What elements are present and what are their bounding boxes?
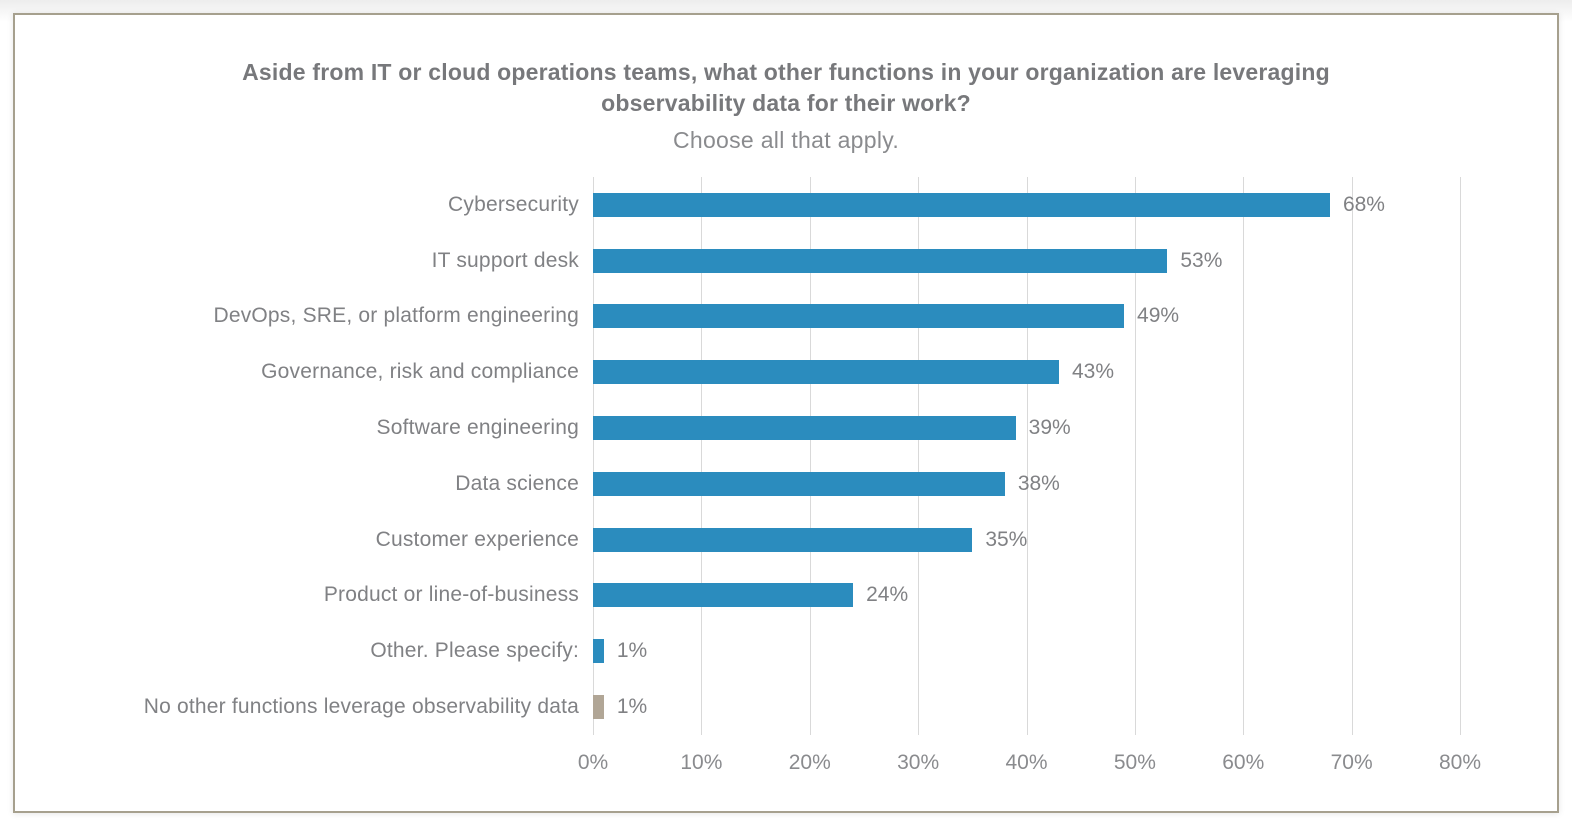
bar <box>593 304 1125 329</box>
value-label: 53% <box>1180 248 1223 272</box>
gridline <box>1026 177 1028 735</box>
x-tick-label: 60% <box>1222 751 1265 774</box>
category-label: IT support desk <box>431 248 579 272</box>
bar-row: Governance, risk and compliance 43% <box>261 344 1460 400</box>
bar-row: Data science 38% <box>455 456 1460 512</box>
x-tick-label: 80% <box>1438 751 1482 774</box>
bar-row: Cybersecurity 68% <box>448 177 1460 233</box>
x-tick-label: 0% <box>577 751 609 774</box>
value-label: 38% <box>1017 471 1060 495</box>
gridline <box>593 177 594 735</box>
value-label: 49% <box>1137 304 1180 328</box>
bar <box>593 360 1059 385</box>
value-label: 35% <box>985 527 1028 551</box>
bar <box>593 639 604 664</box>
x-tick-label: 30% <box>897 751 940 774</box>
x-tick-label: 70% <box>1330 751 1373 774</box>
bar-row: Software engineering 39% <box>377 400 1460 456</box>
gridline <box>1134 177 1136 735</box>
value-label: 68% <box>1342 192 1385 216</box>
x-tick-label: 40% <box>1005 751 1048 774</box>
category-label: Software engineering <box>376 416 579 440</box>
gridline <box>701 177 703 735</box>
bar-row: Other. Please specify: 1% <box>370 623 1460 679</box>
bar <box>593 192 1330 217</box>
x-tick-label: 20% <box>788 751 831 774</box>
gridline <box>1351 177 1353 735</box>
category-label: Customer experience <box>375 527 579 551</box>
bar-row: No other functions leverage observabilit… <box>144 679 1460 735</box>
bar <box>593 583 854 608</box>
plot-area: Cybersecurity 68% IT support desk 53% DevOps… <box>144 177 1461 735</box>
bar-row: Product or line-of-business 24% <box>324 568 1460 624</box>
bar-row: Customer experience 35% <box>376 512 1460 568</box>
bar-row: IT support desk 53% <box>432 233 1460 289</box>
gridline <box>1243 177 1245 735</box>
category-label: Other. Please specify: <box>370 639 579 663</box>
value-label: 43% <box>1072 360 1115 384</box>
x-axis: 0% 10% 20% 30% 40% 50% 60% 70% 80% <box>578 745 1481 779</box>
chart-subtitle: Choose all that apply. <box>672 127 900 154</box>
category-label: DevOps, SRE, or platform engineering <box>213 304 579 328</box>
bar <box>593 471 1005 496</box>
gridline <box>809 177 811 735</box>
chart-title: Aside from IT or cloud operations teams,… <box>242 59 1330 117</box>
category-label: Product or line-of-business <box>323 583 579 607</box>
category-label: No other functions leverage observabilit… <box>143 695 579 719</box>
bar-row: DevOps, SRE, or platform engineering 49% <box>213 289 1460 345</box>
category-label: Governance, risk and compliance <box>261 360 579 384</box>
x-tick-label: 50% <box>1113 751 1156 774</box>
x-tick-label: 10% <box>680 751 723 774</box>
value-label: 1% <box>616 695 648 719</box>
bar <box>593 695 604 720</box>
chart-header: Aside from IT or cloud operations teams,… <box>15 57 1557 154</box>
bar <box>593 527 973 552</box>
bar <box>593 416 1016 441</box>
category-label: Data science <box>455 471 579 495</box>
gridline <box>1460 177 1461 735</box>
value-label: 1% <box>616 639 648 663</box>
value-label: 39% <box>1028 416 1071 440</box>
bar <box>593 248 1168 273</box>
value-label: 24% <box>866 583 909 607</box>
gridline <box>918 177 920 735</box>
chart-card: Aside from IT or cloud operations teams,… <box>13 13 1559 813</box>
category-label: Cybersecurity <box>448 192 579 216</box>
